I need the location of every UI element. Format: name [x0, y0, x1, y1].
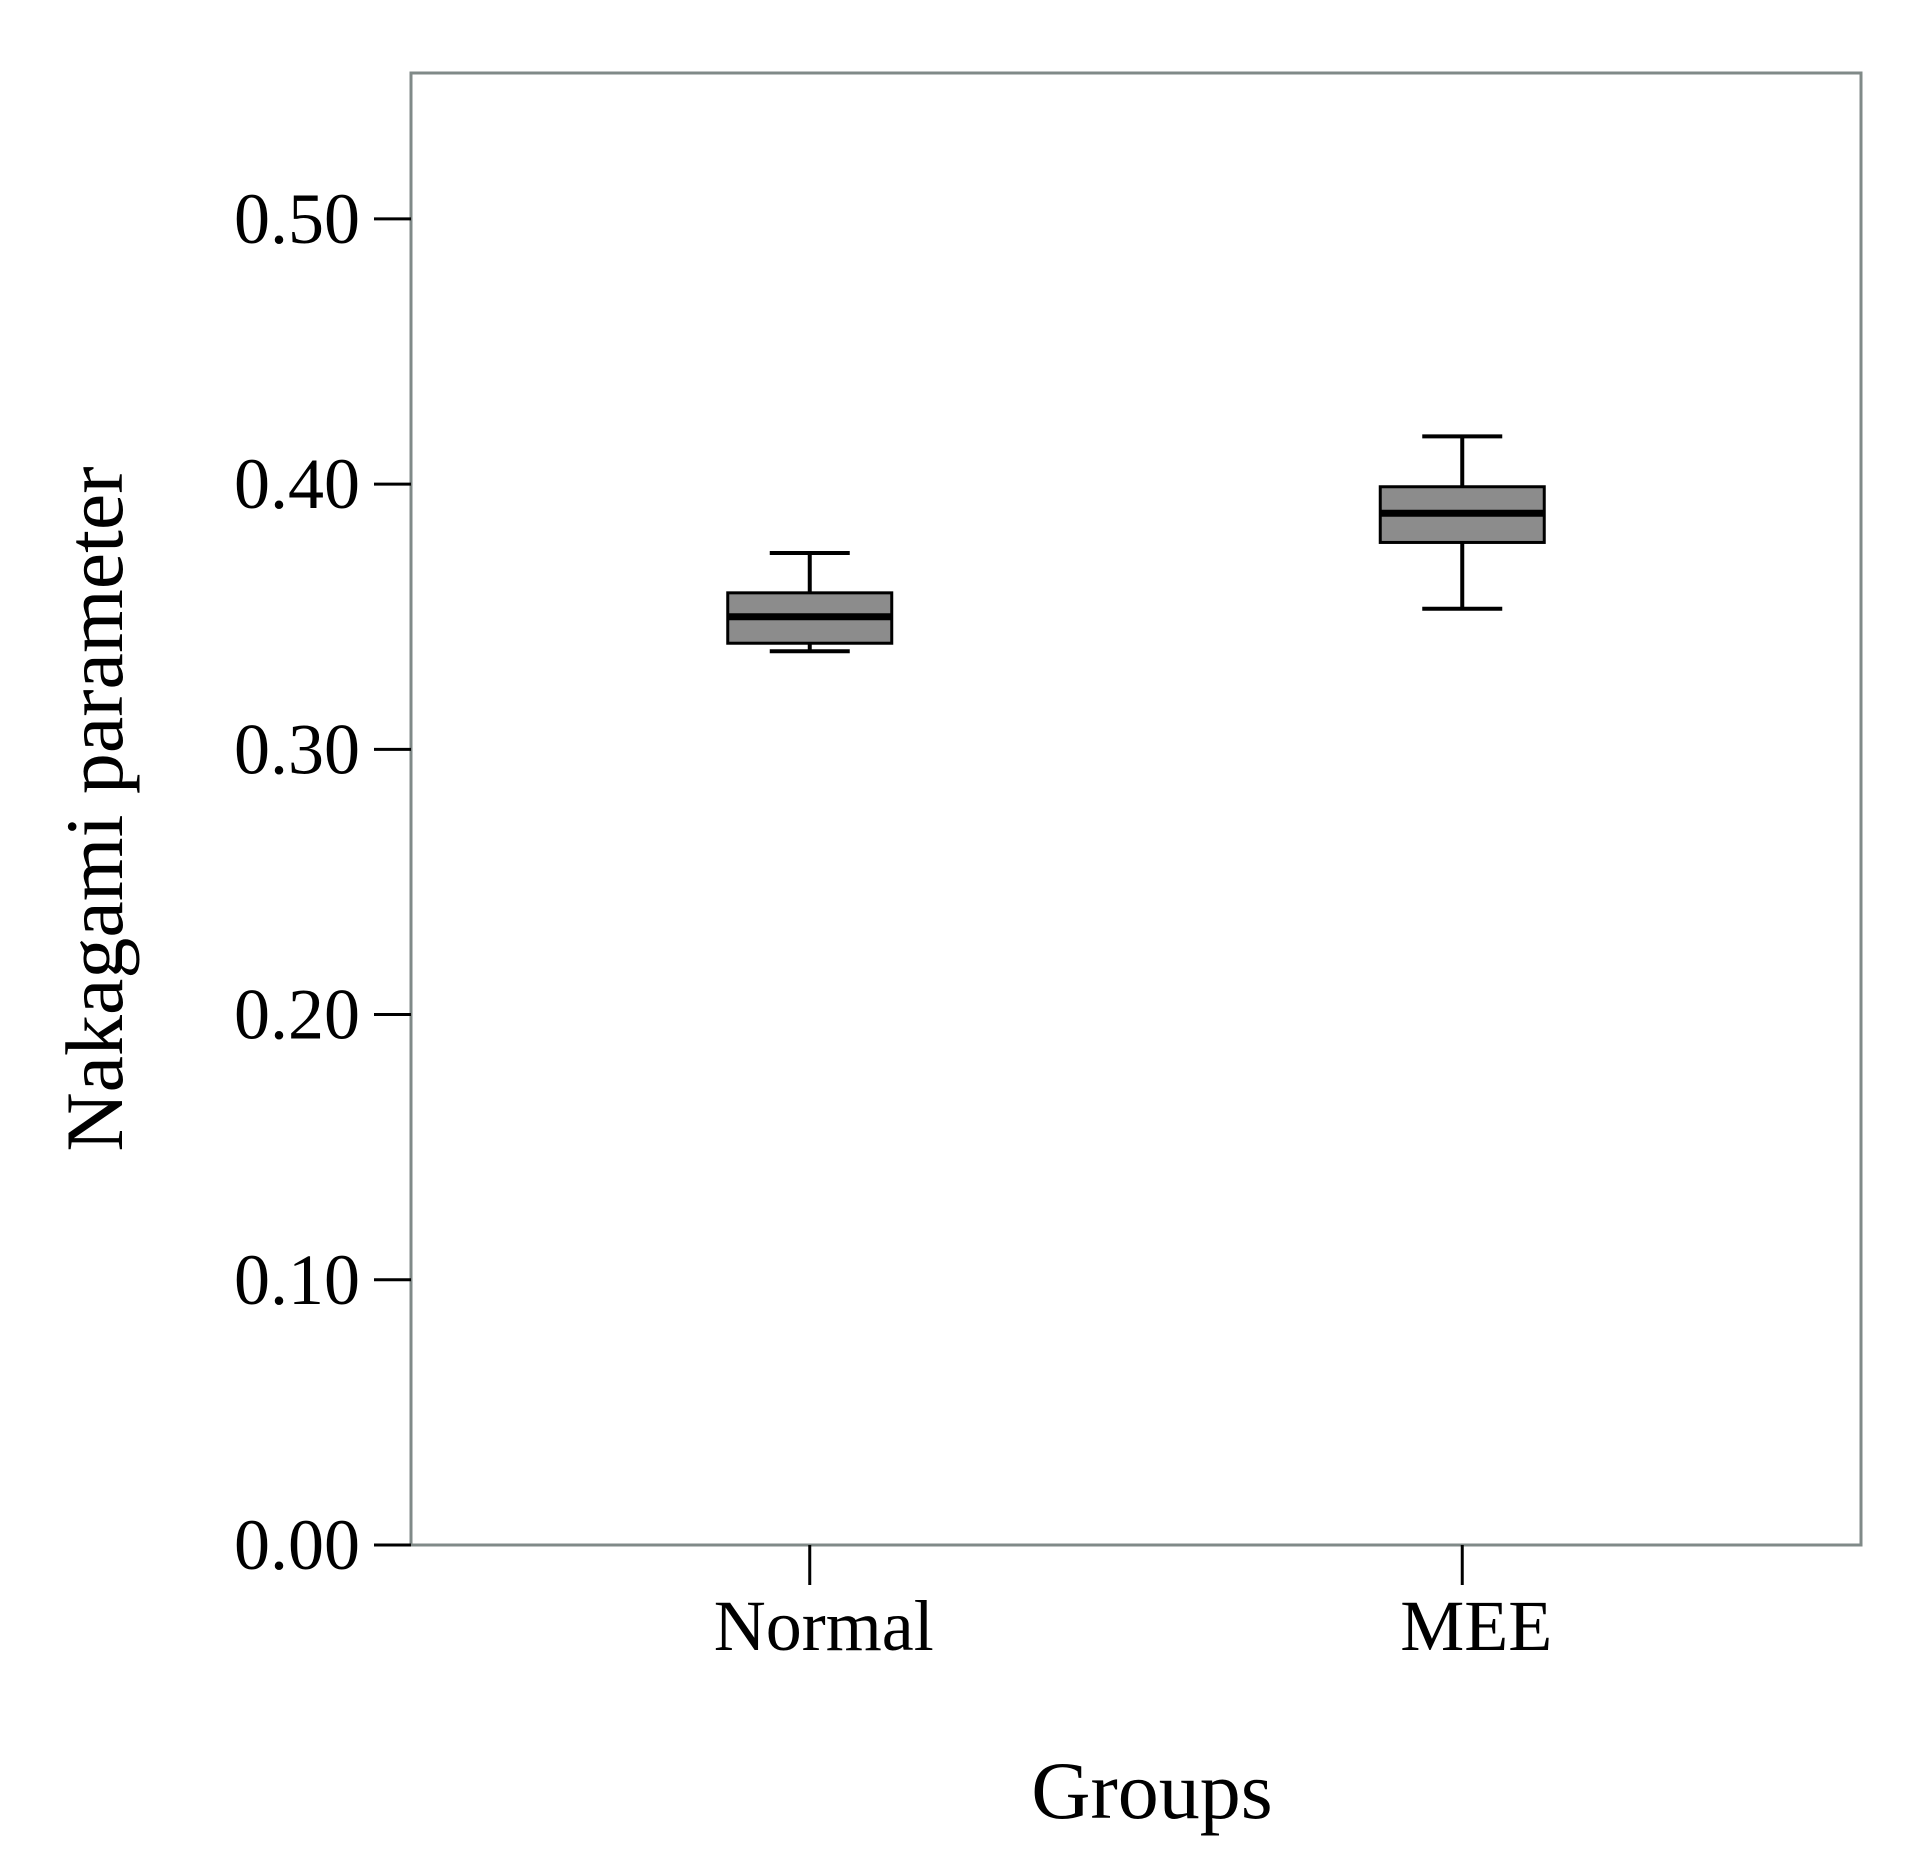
plot-frame	[409, 71, 1863, 1547]
y-tick-label: 0.30	[234, 709, 360, 789]
x-axis: Normal MEE	[714, 1545, 1552, 1666]
y-axis-label: Nakagami parameter	[49, 466, 140, 1151]
y-axis: 0.00 0.10 0.20 0.30 0.40 0.50	[234, 179, 411, 1585]
y-tick-label: 0.00	[234, 1505, 360, 1585]
x-axis-label: Groups	[1031, 1745, 1272, 1836]
y-tick-label: 0.50	[234, 179, 360, 259]
y-tick-label: 0.20	[234, 975, 360, 1055]
x-tick-label: Normal	[714, 1586, 934, 1666]
y-tick-label: 0.10	[234, 1240, 360, 1320]
boxplot-mee	[1378, 434, 1546, 611]
y-tick-label: 0.40	[234, 444, 360, 524]
boxplots	[726, 434, 1546, 654]
x-tick-label: MEE	[1400, 1586, 1552, 1666]
boxplot-normal	[726, 551, 894, 654]
